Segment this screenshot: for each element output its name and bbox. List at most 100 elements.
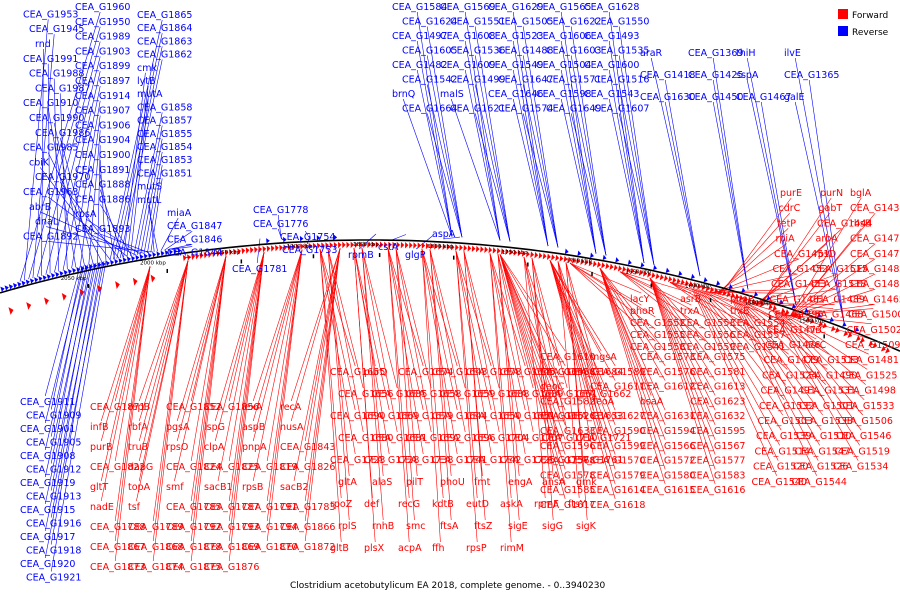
leader-line: [395, 248, 432, 433]
reverse-gene-arrow: [21, 280, 26, 286]
gene-label: CEA_G1757: [534, 455, 589, 466]
reverse-gene-arrow: [728, 283, 733, 290]
gene-label: CEA_G1899: [75, 61, 130, 72]
gene-label: rbfA: [128, 422, 148, 433]
gene-label: CEA_G1369: [688, 48, 743, 59]
leader-line: [499, 254, 566, 396]
forward-gene-arrow: [375, 241, 380, 249]
reverse-gene-arrow: [590, 252, 594, 258]
gene-label: CEA_G1826: [280, 462, 335, 473]
forward-gene-arrow: [647, 271, 652, 278]
gene-label: purN: [820, 188, 843, 199]
gene-label: CEA_G1678: [466, 367, 521, 378]
forward-gene-arrow: [538, 252, 543, 259]
gene-label: CEA_G1504: [536, 60, 591, 71]
gene-label: CEA_G1575: [690, 352, 745, 363]
leader-line: [100, 266, 151, 482]
forward-gene-arrow: [676, 277, 681, 285]
gene-label: CEA_G1613: [690, 382, 745, 393]
gene-label: CEA_G1824: [166, 462, 221, 473]
gene-label: def: [364, 499, 380, 510]
reverse-gene-arrow: [59, 270, 64, 277]
leader-line: [474, 84, 511, 242]
gene-label: mgsA: [590, 352, 617, 363]
reverse-gene-arrow: [804, 307, 809, 313]
gene-label: CEA_G1525: [842, 370, 897, 381]
forward-gene-arrow: [834, 327, 840, 334]
gene-label: CEA_G1519: [835, 446, 890, 457]
forward-gene-arrow: [793, 311, 798, 319]
reverse-gene-arrow: [42, 275, 47, 281]
leader-line: [164, 230, 193, 251]
leader-line: [327, 248, 350, 477]
leader-line: [50, 262, 99, 518]
gene-label: CEA_G1681: [372, 433, 427, 444]
leader-line: [190, 255, 227, 542]
leader-line: [560, 98, 597, 254]
forward-gene-arrow: [224, 249, 229, 256]
forward-gene-arrow: [488, 246, 493, 254]
gene-labels: CEA_G1960CEA_G1953CEA_G1950CEA_G1945CEA_…: [20, 2, 900, 584]
forward-gene-arrow: [847, 331, 853, 338]
gene-label: phoP: [730, 294, 754, 305]
forward-gene-arrow: [438, 243, 442, 250]
gene-label: CEA_G1503: [758, 416, 813, 427]
leader-line: [712, 101, 749, 290]
gene-label: CEA_G1914: [75, 91, 130, 102]
leader-line: [136, 260, 189, 502]
gene-label: rpoZ: [330, 499, 353, 510]
gene-label: CEA_G1590: [590, 426, 645, 437]
gene-label: phoU: [440, 477, 465, 488]
leader-line: [715, 243, 787, 294]
kbp-tick-label: 1800 kbp: [427, 244, 453, 250]
forward-gene-arrow: [809, 317, 815, 324]
gene-label: CEA_G1825: [204, 462, 259, 473]
forward-gene-arrow: [216, 250, 221, 257]
gene-label: miaA: [167, 208, 192, 219]
tick-mark: [527, 262, 529, 267]
forward-gene-arrow: [287, 244, 292, 251]
reverse-gene-arrow: [333, 234, 338, 240]
forward-gene-arrow: [195, 253, 200, 260]
forward-gene-arrow: [467, 245, 472, 252]
leader-line: [174, 255, 227, 482]
gene-label: CEA_G1664: [402, 104, 457, 115]
leader-line: [499, 254, 566, 366]
forward-gene-arrow: [759, 301, 765, 308]
gene-label: CEA_G1690: [330, 411, 385, 422]
gene-label: acpA: [398, 543, 422, 554]
forward-gene-arrow: [245, 247, 250, 254]
forward-gene-arrow: [830, 325, 836, 332]
gene-label: gltB: [330, 543, 349, 554]
gene-label: CEA_G1684: [568, 367, 623, 378]
leader-line: [749, 303, 835, 305]
kbp-tick-label: 1850 kbp: [353, 242, 379, 248]
leader-line: [266, 249, 303, 502]
leader-line: [152, 260, 189, 542]
leader-line: [359, 233, 377, 250]
leader-line: [138, 260, 189, 422]
gene-label: recA: [280, 402, 302, 413]
forward-gene-arrow: [667, 275, 673, 283]
leader-line: [497, 254, 534, 389]
gene-label: CEA_G1857: [137, 116, 192, 127]
gene-label: ffh: [432, 543, 445, 554]
gene-label: CEA_G1863: [137, 36, 192, 47]
forward-gene-arrow: [601, 262, 606, 269]
leader-line: [353, 248, 390, 411]
tick-mark: [240, 259, 243, 264]
gene-label: CEA_G1572: [640, 456, 695, 467]
gene-label: CEA_G1871: [90, 402, 145, 413]
leader-line: [464, 69, 501, 241]
leader-line: [549, 260, 602, 396]
reverse-gene-arrow: [97, 262, 102, 268]
gene-label: CEA_G1627: [590, 411, 645, 422]
reverse-gene-arrow: [266, 238, 270, 244]
leader-line: [143, 151, 163, 254]
forward-gene-arrow: [150, 274, 156, 283]
leader-line: [608, 40, 645, 263]
gene-label: CEA_G1856: [204, 402, 259, 413]
label-leader-lines: [19, 11, 876, 572]
leader-line: [497, 254, 534, 433]
gene-label: ilvE: [784, 48, 801, 59]
